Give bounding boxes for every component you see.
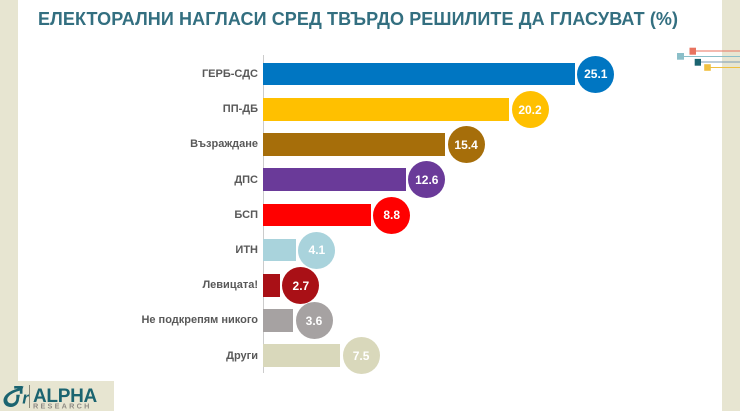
svg-text:RESEARCH: RESEARCH [33, 402, 92, 411]
